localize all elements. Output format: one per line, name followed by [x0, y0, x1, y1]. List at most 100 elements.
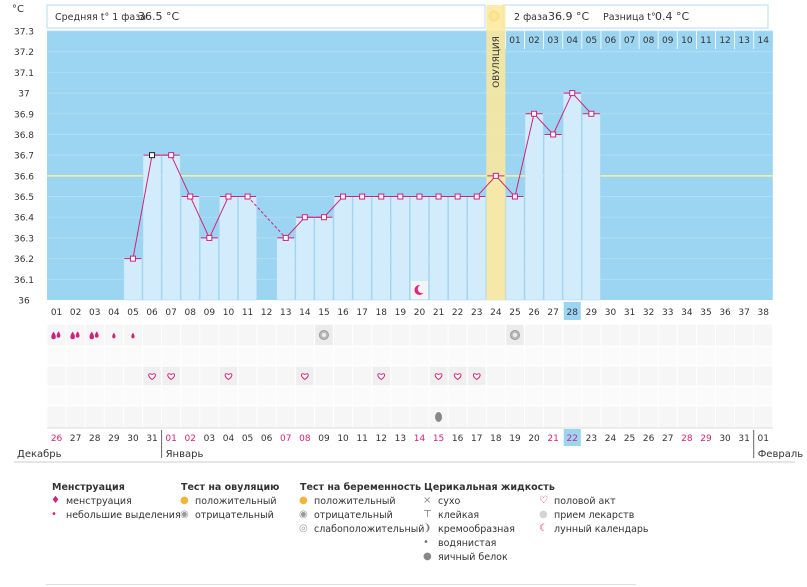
- temp-point: [454, 193, 461, 200]
- cycle-day-label: 27: [547, 308, 558, 318]
- ovulation-label: ОВУЛЯЦИЯ: [492, 36, 502, 88]
- temp-point: [550, 131, 557, 138]
- cycle-day-label: 24: [490, 308, 502, 318]
- negative-test-icon: ◉: [180, 509, 189, 520]
- date-label: 26: [643, 434, 655, 444]
- temp-bar: [582, 113, 601, 301]
- phase2-day-number: 01: [509, 36, 520, 46]
- cycle-day-label: 09: [204, 308, 216, 318]
- temp-line-segment: [247, 196, 287, 239]
- temp-bar: [429, 196, 448, 301]
- cycle-day-label: 05: [127, 308, 138, 318]
- cycle-day-label: 15: [318, 308, 329, 318]
- cycle-day-label: 07: [165, 308, 176, 318]
- phase2-value: 36.9 °C: [548, 10, 589, 23]
- cycle-day-label: 34: [681, 308, 693, 318]
- highlighted-date-cell: [563, 429, 581, 446]
- phase2-day-number: 12: [719, 36, 730, 46]
- cycle-day-label: 14: [299, 308, 311, 318]
- egg-white-icon: ●: [423, 551, 432, 562]
- temp-point: [511, 193, 518, 200]
- legend-item-label: кремообразная: [438, 524, 515, 535]
- y-tick-label: 37.2: [14, 48, 34, 58]
- menstruation-drops-icon: [75, 331, 80, 338]
- temp-point: [473, 193, 480, 200]
- legend-item-label: прием лекарств: [554, 510, 635, 521]
- temp-line-segment: [533, 113, 554, 135]
- date-label: 28: [89, 434, 101, 444]
- negative-test-icon: ◉: [299, 509, 308, 520]
- temp-line-segment: [323, 196, 344, 218]
- cycle-day-label: 30: [605, 308, 617, 318]
- temp-point: [168, 152, 175, 159]
- date-label: 17: [471, 434, 482, 444]
- y-tick-label: 36.7: [14, 152, 34, 162]
- cycle-day-label: 25: [509, 308, 520, 318]
- moon-icon: [417, 284, 427, 294]
- heart-icon: [453, 373, 462, 381]
- date-label: 26: [51, 434, 63, 444]
- cycle-day-label: 06: [146, 308, 158, 318]
- creamy-icon: ❩: [423, 523, 432, 534]
- date-label: 22: [567, 434, 578, 444]
- legend-item-label: сухо: [438, 496, 461, 507]
- cycle-day-label: 17: [356, 308, 367, 318]
- small-drop-icon: [112, 332, 116, 339]
- temp-line-segment: [208, 196, 229, 239]
- highlighted-day-cell: [563, 302, 581, 320]
- temp-point: [492, 172, 499, 179]
- date-label: 20: [528, 434, 540, 444]
- difference-value: 0.4 °C: [655, 10, 689, 23]
- date-label: 31: [738, 434, 749, 444]
- date-label: 14: [414, 434, 426, 444]
- legend-item-label: небольшие выделения: [66, 510, 181, 521]
- temp-point: [244, 193, 251, 200]
- heart-icon: [300, 373, 309, 381]
- phase2-day-number: 10: [681, 36, 693, 46]
- y-tick-label: 36.8: [14, 131, 34, 141]
- temp-bar: [371, 196, 391, 301]
- date-label: 16: [452, 434, 464, 444]
- y-tick-label: 36.5: [14, 193, 34, 203]
- temp-point: [435, 193, 442, 200]
- date-label: 01: [758, 434, 769, 444]
- phase2-day-number: 14: [758, 36, 770, 46]
- temp-bar: [467, 196, 487, 301]
- date-label: 06: [261, 434, 273, 444]
- temp-bar: [142, 154, 162, 301]
- month-label: Январь: [166, 449, 204, 460]
- temp-point: [282, 234, 289, 241]
- cycle-day-label: 16: [337, 308, 349, 318]
- date-label: 08: [299, 434, 311, 444]
- heart-icon: [224, 373, 233, 381]
- menstruation-drops-icon: [94, 331, 99, 338]
- cycle-day-label: 19: [395, 308, 407, 318]
- egg-white-icon: [435, 412, 443, 422]
- heart-icon: [167, 373, 176, 381]
- phase2-day-number: 07: [624, 36, 635, 46]
- date-label: 13: [395, 434, 406, 444]
- menstruation-drops-icon: [89, 331, 95, 340]
- heart-icon: [377, 373, 386, 381]
- date-label: 28: [681, 434, 693, 444]
- phase2-day-number: 11: [700, 36, 711, 46]
- cycle-day-label: 22: [452, 308, 463, 318]
- y-tick-label: 37: [18, 90, 29, 100]
- cycle-day-label: 02: [70, 308, 81, 318]
- cycle-day-label: 33: [662, 308, 673, 318]
- date-label: 09: [318, 434, 330, 444]
- temp-point: [531, 110, 538, 117]
- date-label: 23: [586, 434, 597, 444]
- date-label: 05: [242, 434, 253, 444]
- temp-bar: [448, 196, 467, 301]
- y-tick-label: 36.2: [14, 255, 34, 265]
- temp-point: [301, 214, 308, 221]
- temp-point: [378, 193, 385, 200]
- legend-item-label: положительный: [195, 496, 277, 507]
- legend-group-title: Церикальная жидкость: [424, 482, 555, 493]
- phase2-day-number: 08: [643, 36, 655, 46]
- phase1-label: Средняя t° 1 фаза: [55, 12, 146, 23]
- legend-item-label: менструация: [66, 496, 132, 507]
- y-tick-label: 36.4: [14, 214, 34, 224]
